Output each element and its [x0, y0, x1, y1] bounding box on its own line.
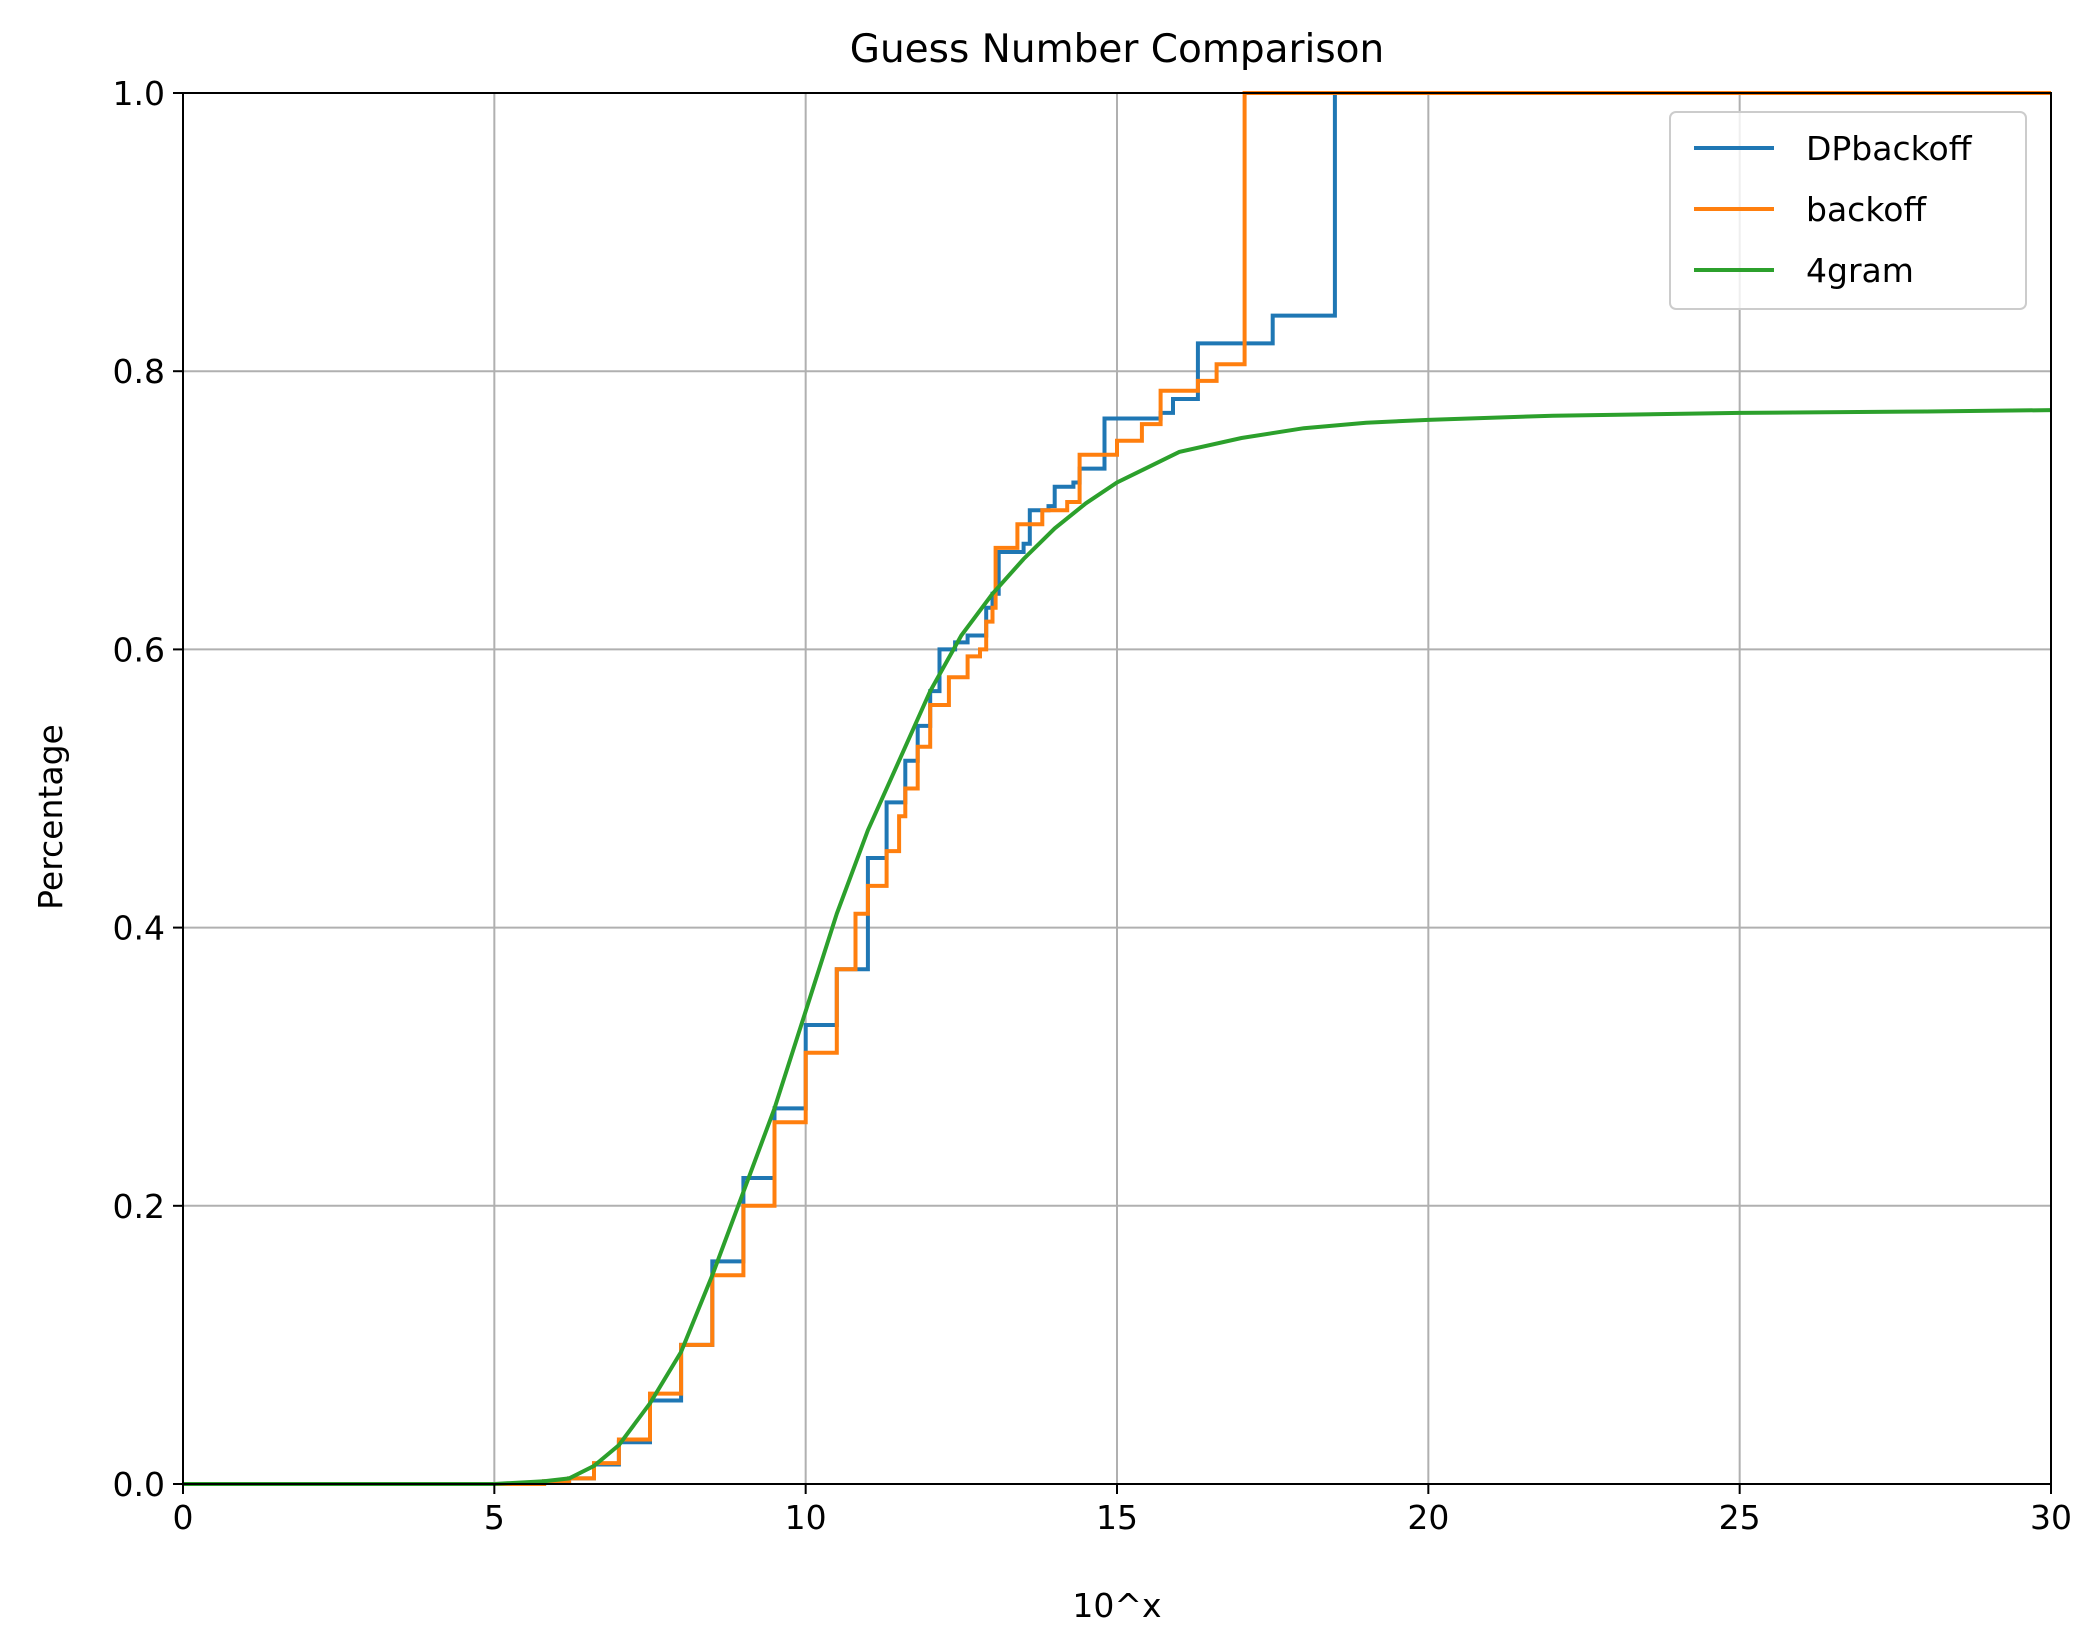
x-axis-label: 10^x — [1072, 1586, 1161, 1625]
x-tick-label: 10 — [785, 1498, 827, 1537]
legend-label-backoff: backoff — [1806, 190, 1927, 229]
plot-series — [183, 91, 2052, 1486]
chart-title: Guess Number Comparison — [850, 27, 1385, 72]
legend-label-dpbackoff: DPbackoff — [1806, 129, 1973, 168]
x-tick-label: 5 — [484, 1498, 505, 1537]
series-line-4gram — [183, 408, 2052, 1486]
legend-box — [1669, 111, 2027, 310]
x-tick-label: 30 — [2030, 1498, 2072, 1537]
legend: DPbackoff backoff 4gram — [1669, 111, 2027, 310]
series-line-dpbackoff — [183, 91, 2051, 1486]
axis-ticks: 0 5 10 15 20 25 30 0.0 0.2 0.4 0.6 0.8 1.0 — [113, 74, 2072, 1537]
y-axis-label: Percentage — [31, 724, 70, 910]
x-tick-label: 25 — [1719, 1498, 1761, 1537]
y-tick-label: 0.2 — [113, 1187, 165, 1226]
y-tick-label: 0.4 — [113, 909, 165, 948]
x-tick-label: 20 — [1407, 1498, 1449, 1537]
x-tick-label: 15 — [1096, 1498, 1138, 1537]
legend-label-4gram: 4gram — [1806, 251, 1914, 290]
series-line-backoff — [183, 91, 2051, 1486]
x-tick-label: 0 — [173, 1498, 194, 1537]
y-tick-label: 1.0 — [113, 74, 165, 113]
y-tick-label: 0.8 — [113, 352, 165, 391]
y-tick-label: 0.6 — [113, 630, 165, 669]
y-tick-label: 0.0 — [113, 1465, 165, 1504]
